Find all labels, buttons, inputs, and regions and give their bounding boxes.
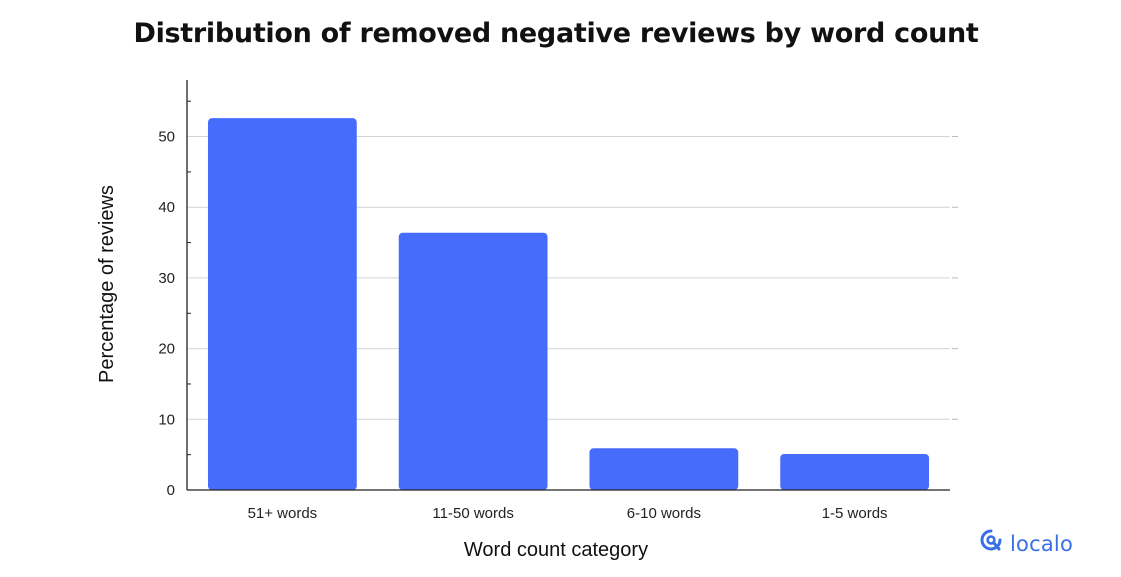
y-tick-label: 30 (158, 270, 175, 287)
y-tick-label: 10 (158, 411, 175, 428)
y-tick-label: 50 (158, 129, 175, 146)
brand-logo: localo (978, 528, 1073, 559)
tick-labels: 0 10 20 30 40 50 51+ words 11-50 words 6-10 word… (158, 129, 887, 522)
x-tick-label: 6-10 words (627, 505, 701, 522)
y-tick-label: 20 (158, 341, 175, 358)
y-tick-label: 40 (158, 199, 175, 216)
bars (207, 118, 930, 491)
localo-logo-icon (978, 528, 1004, 559)
x-tick-label: 11-50 words (432, 505, 513, 522)
x-tick-label: 1-5 words (822, 505, 888, 522)
bar (398, 232, 548, 491)
bar (589, 448, 739, 490)
bar (207, 118, 357, 490)
x-axis-title: Word count category (464, 539, 648, 561)
bar (780, 453, 930, 490)
axes (186, 80, 950, 491)
brand-name: localo (1010, 531, 1073, 556)
x-tick-label: 51+ words (248, 505, 318, 522)
chart-title: Distribution of removed negative reviews… (133, 18, 979, 49)
y-axis-title: Percentage of reviews (96, 185, 118, 383)
y-tick-label: 0 (167, 482, 175, 499)
